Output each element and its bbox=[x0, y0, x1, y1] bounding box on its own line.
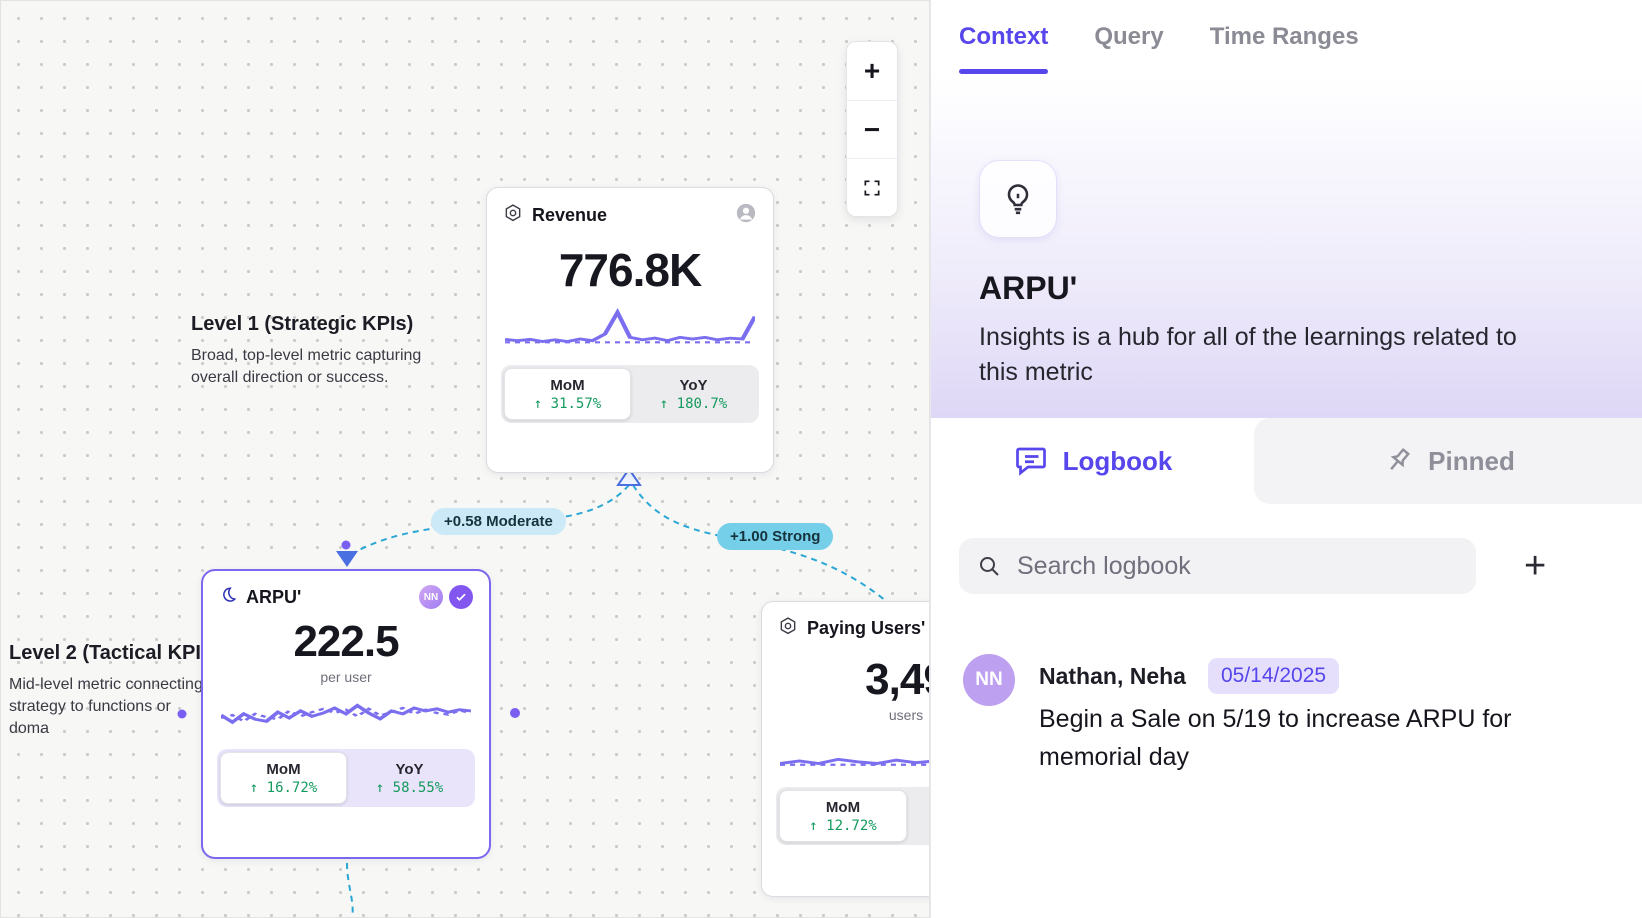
edge-arpu-revenue bbox=[352, 484, 630, 554]
mom-label: MoM bbox=[266, 760, 301, 778]
fit-view-button[interactable] bbox=[847, 158, 897, 216]
yoy-label: YoY bbox=[395, 760, 424, 778]
logbook-chat-icon bbox=[1015, 447, 1046, 476]
search-input[interactable] bbox=[1017, 551, 1437, 581]
mom-stat-segment[interactable]: MoM ↑ 31.57% bbox=[504, 368, 631, 420]
mom-stat-segment[interactable]: MoM ↑ 12.72% bbox=[779, 790, 907, 842]
metric-description: Insights is a hub for all of the learnin… bbox=[979, 323, 1517, 386]
card-title: Revenue bbox=[532, 205, 608, 225]
level-1-title: Level 1 (Strategic KPIs) bbox=[191, 313, 414, 335]
mom-value: ↑ 12.72% bbox=[809, 817, 877, 834]
edge-label-moderate[interactable]: +0.58 Moderate bbox=[431, 508, 566, 535]
metric-header: ARPU' Insights is a hub for all of the l… bbox=[931, 74, 1642, 418]
verified-check-icon bbox=[449, 585, 473, 609]
metric-unit: users bbox=[888, 707, 924, 723]
search-icon bbox=[980, 557, 999, 576]
sparkline-chart bbox=[504, 305, 758, 353]
metric-card-arpu[interactable]: ARPU' NN 222.5 per user bbox=[201, 569, 491, 859]
edge-arpu-down bbox=[346, 862, 354, 917]
zoom-out-button[interactable]: − bbox=[847, 100, 897, 158]
level-1-description: Broad, top-level metric capturing overal… bbox=[191, 347, 422, 386]
owner-badge: NN bbox=[419, 585, 443, 609]
entry-author: Nathan, Neha bbox=[1039, 662, 1186, 689]
metric-value: 776.8K bbox=[558, 244, 702, 296]
card-title: Paying Users' bbox=[807, 618, 926, 638]
context-panel: Context Query Time Ranges ARPU' Insights… bbox=[930, 0, 1642, 918]
level-2-annotation: Level 2 (Tactical KPIs Mid-level metric … bbox=[9, 642, 239, 740]
zoom-toolbar: + − bbox=[846, 41, 898, 217]
tab-pinned[interactable]: Pinned bbox=[1254, 418, 1642, 504]
metric-card-paying-users[interactable]: Paying Users' 3,49 users MoM ↑ 12.72% bbox=[761, 601, 929, 897]
tab-context[interactable]: Context bbox=[959, 0, 1049, 74]
yoy-value: ↑ 180.7% bbox=[659, 395, 728, 412]
search-box[interactable] bbox=[959, 538, 1476, 594]
panel-tab-bar: Context Query Time Ranges bbox=[931, 0, 1642, 74]
entry-date-badge[interactable]: 05/14/2025 bbox=[1207, 658, 1340, 694]
mom-label: MoM bbox=[550, 376, 585, 394]
yoy-stat-segment[interactable]: YoY ↑ 58.55% bbox=[347, 752, 472, 804]
arrowhead-revenue-icon bbox=[616, 467, 642, 486]
card-title: ARPU' bbox=[246, 586, 302, 607]
edge-label-strong[interactable]: +1.00 Strong bbox=[717, 523, 834, 550]
crescent-moon-icon bbox=[219, 586, 237, 609]
mom-value: ↑ 16.72% bbox=[249, 779, 318, 796]
arrowhead-arpu-icon bbox=[336, 551, 358, 567]
period-stats: MoM ↑ 31.57% YoY ↑ 180.7% bbox=[501, 365, 759, 423]
mom-label: MoM bbox=[825, 798, 861, 816]
zoom-in-button[interactable]: + bbox=[847, 42, 897, 100]
tab-logbook[interactable]: Logbook bbox=[931, 418, 1254, 504]
metric-tree-canvas[interactable]: Level 1 (Strategic KPIs) Broad, top-leve… bbox=[0, 0, 930, 918]
lightbulb-icon bbox=[1007, 184, 1029, 215]
entry-meta: Nathan, Neha 05/14/2025 bbox=[1039, 658, 1340, 694]
connection-handle[interactable] bbox=[177, 709, 187, 719]
connection-handle[interactable] bbox=[510, 708, 520, 718]
tab-pinned-label: Pinned bbox=[1428, 445, 1515, 476]
sparkline-series bbox=[219, 703, 472, 725]
tab-query[interactable]: Query bbox=[1094, 23, 1164, 50]
mom-value: ↑ 31.57% bbox=[533, 395, 602, 412]
metric-value: 222.5 bbox=[293, 617, 399, 666]
logbook-pinned-tabs: Logbook Pinned bbox=[931, 418, 1642, 504]
sparkline-chart bbox=[779, 727, 929, 775]
connection-handle[interactable] bbox=[341, 540, 351, 550]
level-1-annotation: Level 1 (Strategic KPIs) Broad, top-leve… bbox=[191, 313, 441, 389]
add-log-entry-button[interactable]: + bbox=[1524, 545, 1547, 587]
level-2-title: Level 2 (Tactical KPIs bbox=[9, 642, 213, 664]
sparkline-series bbox=[779, 757, 929, 765]
fit-view-icon bbox=[864, 180, 880, 195]
metric-icon-tile bbox=[979, 160, 1057, 238]
yoy-label: YoY bbox=[679, 376, 708, 394]
level-2-description: Mid-level metric connecting strategy to … bbox=[9, 676, 203, 737]
tab-logbook-label: Logbook bbox=[1062, 445, 1173, 476]
metric-unit: per user bbox=[320, 669, 372, 685]
hexagon-metric-icon bbox=[503, 203, 523, 228]
metric-card-revenue[interactable]: Revenue 776.8K bbox=[486, 187, 774, 473]
entry-text: Begin a Sale on 5/19 to increase ARPU fo… bbox=[1039, 705, 1512, 771]
period-stats: MoM ↑ 16.72% YoY ↑ 58.55% bbox=[217, 749, 475, 807]
tab-time-ranges[interactable]: Time Ranges bbox=[1209, 23, 1359, 50]
pin-icon bbox=[1390, 447, 1411, 470]
entry-avatar: NN bbox=[963, 654, 1015, 706]
yoy-value: ↑ 58.55% bbox=[375, 779, 444, 796]
sparkline-chart bbox=[219, 689, 472, 737]
period-stats: MoM ↑ 12.72% bbox=[776, 787, 929, 845]
mom-stat-segment[interactable]: MoM ↑ 16.72% bbox=[220, 752, 347, 804]
metric-value: 3,49 bbox=[865, 655, 929, 704]
sparkline-series bbox=[504, 307, 758, 343]
hexagon-metric-icon bbox=[778, 616, 798, 641]
metric-title: ARPU' bbox=[979, 270, 1078, 306]
logbook-search-row: + bbox=[959, 538, 1546, 594]
yoy-stat-segment[interactable]: YoY ↑ 180.7% bbox=[631, 368, 756, 420]
yoy-stat-segment[interactable] bbox=[907, 790, 929, 842]
avatar-icon bbox=[735, 202, 757, 229]
